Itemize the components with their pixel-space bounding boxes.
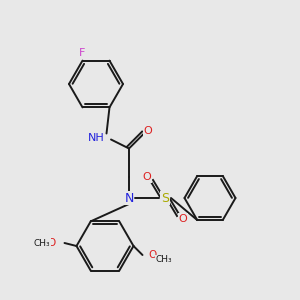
Text: F: F: [79, 48, 86, 58]
Text: CH₃: CH₃: [155, 255, 172, 264]
Text: O: O: [178, 214, 188, 224]
Text: CH₃: CH₃: [34, 238, 50, 247]
Text: O: O: [142, 172, 152, 182]
Text: O: O: [148, 250, 157, 260]
Text: NH: NH: [88, 133, 104, 143]
Text: O: O: [143, 125, 152, 136]
Text: O: O: [47, 238, 56, 248]
Text: N: N: [124, 191, 134, 205]
Text: S: S: [161, 191, 169, 205]
